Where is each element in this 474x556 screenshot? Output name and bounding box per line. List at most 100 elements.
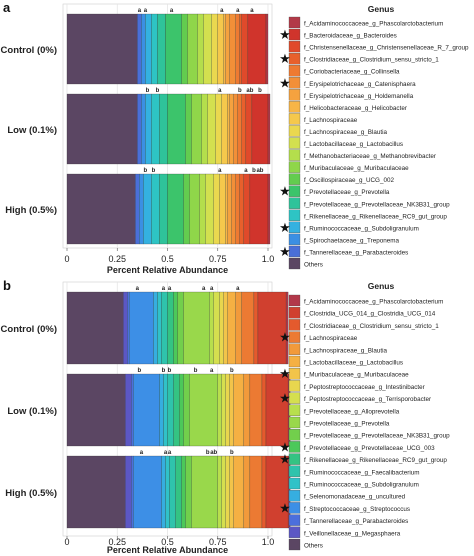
legend-label: f_Helicobacteraceae_g_Helicobacter (304, 105, 407, 112)
bar-segment (245, 93, 253, 165)
legend-swatch (288, 490, 301, 502)
legend-label: Others (304, 543, 323, 550)
legend-label: f_Muribaculaceae_g_Muribaculaceae (304, 165, 409, 172)
bar-segment (125, 455, 132, 529)
tick-label: 0.5 (161, 537, 174, 547)
significance-letter: a (236, 8, 240, 14)
row-label: Low (0.1%) (7, 406, 57, 417)
bar-segment (221, 373, 226, 447)
star-icon: ★ (279, 452, 291, 467)
legend-swatch (288, 173, 301, 185)
bar-segment (199, 173, 206, 245)
legend-label: f_Selenomonadaceae_g_uncultured (304, 494, 406, 501)
bar-segment (219, 173, 226, 245)
bar-segment (151, 93, 160, 165)
bar-segment (229, 373, 234, 447)
bar-segment (229, 93, 234, 165)
legend-swatch (288, 404, 301, 416)
significance-letter: a (168, 450, 172, 456)
bar-segment (169, 455, 176, 529)
legend-title: Genus (368, 4, 395, 14)
significance-letter: b (146, 88, 150, 94)
bar-segment (159, 93, 168, 165)
bar-segment (191, 455, 218, 529)
row-label: High (0.5%) (5, 488, 57, 499)
bar-segment (191, 93, 202, 165)
legend-label: f_Tannerellaceae_g_Parabacteroides (304, 249, 408, 256)
bar-segment (173, 291, 178, 365)
tick-label: 1.0 (262, 254, 275, 264)
significance-letter: a (202, 286, 206, 292)
star-icon: ★ (279, 500, 291, 515)
legend-label: f_Rikenellaceae_g_Rikenellaceae_RC9_gut_… (304, 457, 447, 464)
bar-segment (157, 291, 162, 365)
bar-segment (131, 455, 134, 529)
bar-segment (167, 93, 186, 165)
bar-segment (66, 291, 124, 365)
bar-segment (233, 93, 238, 165)
star-icon: ★ (279, 75, 291, 90)
significance-letter: b (238, 88, 242, 94)
legend-swatch (288, 514, 301, 526)
legend-label: f_Prevotellaceae_g_Prevotellaceae_UCG_00… (304, 445, 435, 452)
legend-label: f_Prevotellaceae_g_Prevotella (304, 189, 390, 196)
legend-label: f_Clostridiaceae_g_Clostridium_sensu_str… (304, 323, 439, 330)
bar-segment (211, 13, 218, 85)
legend-label: f_Lachnospiraceae (304, 117, 358, 124)
panel-letter: a (3, 0, 11, 15)
legend-label: f_Erysipelotrichaceae_g_Catenisphaera (304, 81, 416, 88)
bar-segment (66, 13, 138, 85)
bar-segment (175, 455, 182, 529)
significance-letter: b (168, 368, 172, 374)
significance-letter: b (230, 368, 234, 374)
bar-segment (159, 373, 164, 447)
bar-segment (183, 291, 210, 365)
legend-swatch (288, 161, 301, 173)
x-axis-label: Percent Relative Abundance (107, 545, 228, 555)
bar-segment (133, 373, 160, 447)
bar-segment (151, 173, 160, 245)
bar-segment (225, 13, 230, 85)
legend-label: f_Methanobacteriaceae_g_Methanobrevibact… (304, 153, 436, 160)
legend-swatch (288, 429, 301, 441)
bar-segment (181, 13, 188, 85)
legend-swatch (288, 53, 301, 65)
bar-segment (125, 373, 132, 447)
significance-letter: a (250, 8, 254, 14)
legend-swatch (288, 343, 301, 355)
bar-segment (243, 173, 251, 245)
legend-swatch (288, 89, 301, 101)
bar-segment (261, 455, 267, 529)
star-icon: ★ (279, 27, 291, 42)
bar-segment (227, 173, 232, 245)
row-label: High (0.5%) (5, 205, 57, 216)
significance-letter: b (258, 88, 262, 94)
legend-label: f_Prevotellaceae_g_Prevotellaceae_NK3B31… (304, 433, 450, 440)
significance-letter: a (162, 286, 166, 292)
bar-segment (179, 373, 184, 447)
tick-label: 1.0 (262, 537, 275, 547)
significance-letter: b (144, 168, 148, 174)
legend-label: f_Coriobacteriaceae_g_Collinsella (304, 69, 400, 76)
bar-segment (127, 291, 130, 365)
legend-swatch (288, 392, 301, 404)
bar-segment (189, 173, 200, 245)
bar-segment (235, 13, 240, 85)
bar-segment (231, 173, 236, 245)
significance-letter: b (162, 368, 166, 374)
legend-label: f_Prevotellaceae_g_Prevotellaceae_NK3B31… (304, 201, 450, 208)
tick-label: 0.75 (209, 537, 227, 547)
legend-label: f_Streptococcaceae_g_Streptococcus (304, 506, 410, 513)
legend-swatch (288, 245, 301, 258)
legend-label: f_Muribaculaceae_g_Muribaculaceae (304, 372, 409, 379)
bar-segment (161, 291, 168, 365)
bar-segment (243, 373, 251, 447)
tick-label: 0 (64, 254, 69, 264)
bar-segment (173, 373, 180, 447)
legend-label: f_Clostridiaceae_g_Clostridium_sensu_str… (304, 57, 439, 64)
bar-segment (137, 13, 142, 85)
bar-segment (66, 455, 126, 529)
significance-letter: a (218, 168, 222, 174)
legend-label: f_Oscillospiraceae_g_UCG_002 (304, 177, 394, 184)
bar-segment (217, 373, 222, 447)
